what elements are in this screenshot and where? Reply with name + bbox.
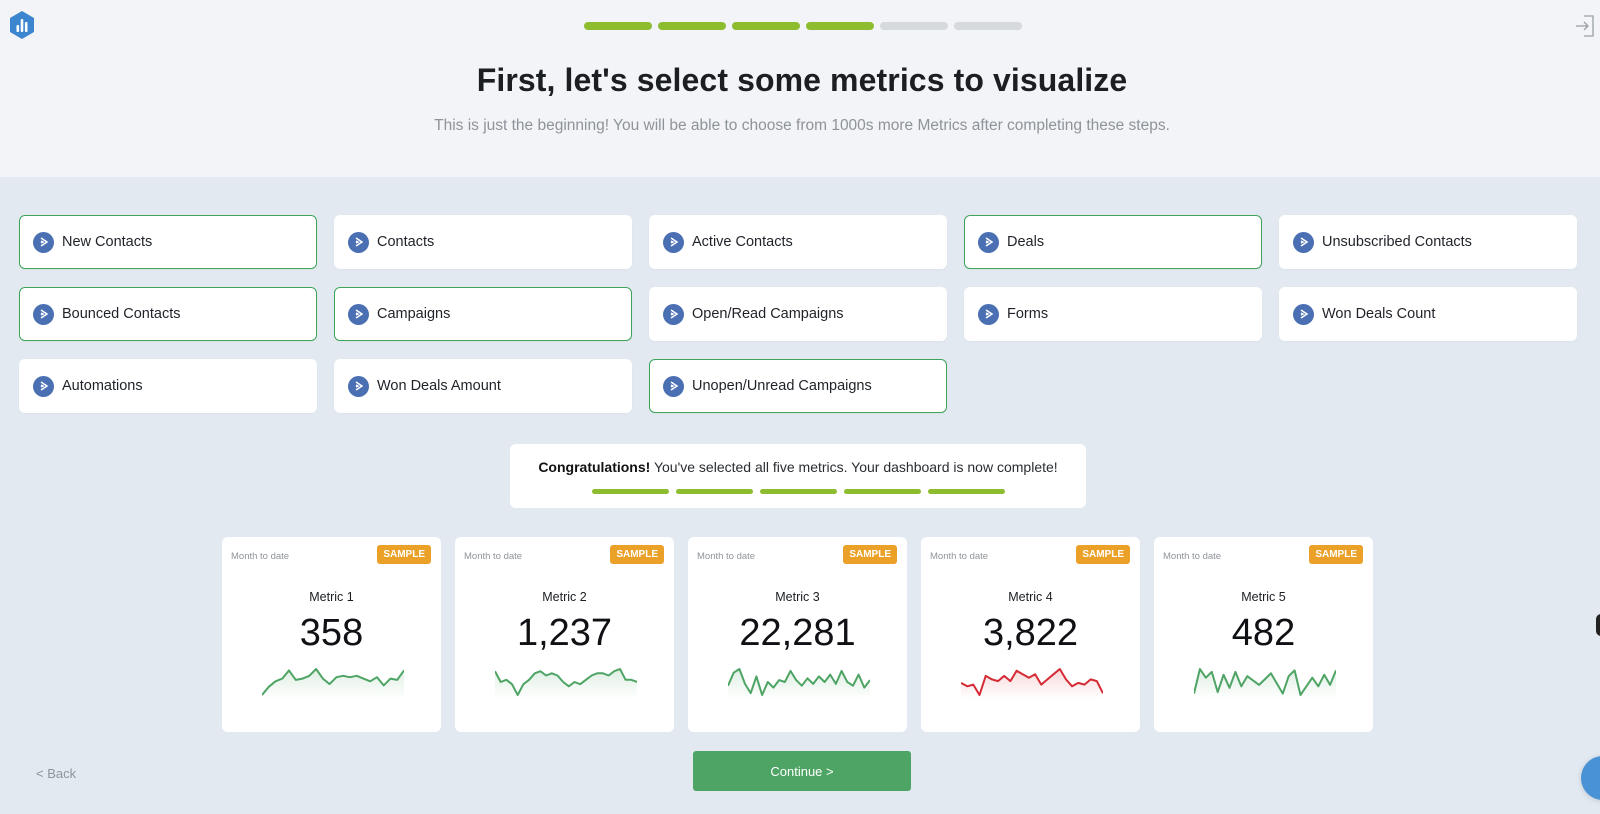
activecampaign-icon	[1293, 303, 1314, 325]
metric-option-label: Active Contacts	[692, 234, 793, 250]
activecampaign-icon	[348, 303, 369, 325]
sample-badge: SAMPLE	[377, 545, 431, 564]
metric-option[interactable]: Unopen/Unread Campaigns	[649, 359, 947, 413]
card-period: Month to date	[1163, 551, 1222, 562]
metric-option-label: Deals	[1007, 234, 1045, 250]
card-metric-value: 358	[299, 612, 364, 654]
chat-widget-button[interactable]	[1581, 756, 1600, 800]
metric-option[interactable]: New Contacts	[19, 215, 317, 269]
selection-step	[927, 489, 1005, 494]
metrics-selection-grid: New Contacts Contacts Active Contacts Deals…	[19, 215, 1577, 413]
activecampaign-icon	[33, 303, 54, 325]
metric-card: Month to date SAMPLE Metric 1 358	[222, 537, 441, 732]
metric-option[interactable]: Unsubscribed Contacts	[1279, 215, 1577, 269]
continue-button[interactable]: Continue >	[693, 751, 911, 791]
metric-option-label: Bounced Contacts	[62, 306, 181, 322]
card-period: Month to date	[231, 551, 290, 562]
sparkline-chart	[262, 668, 404, 699]
progress-step	[806, 22, 874, 30]
card-metric-value: 482	[1231, 612, 1296, 654]
metric-option[interactable]: Contacts	[334, 215, 632, 269]
metric-card: Month to date SAMPLE Metric 2 1,237	[455, 537, 674, 732]
sample-badge: SAMPLE	[1309, 545, 1363, 564]
header: First, let's select some metrics to visu…	[0, 0, 1600, 177]
metric-option-label: Unsubscribed Contacts	[1322, 234, 1472, 250]
progress-step	[954, 22, 1022, 30]
metric-preview-cards: Month to date SAMPLE Metric 1 358 Month to d…	[222, 537, 1373, 732]
back-link[interactable]: < Back	[36, 766, 77, 781]
sparkline-chart	[961, 668, 1103, 699]
selection-progress	[510, 489, 1086, 494]
progress-step	[658, 22, 726, 30]
metric-option[interactable]: Won Deals Count	[1279, 287, 1577, 341]
activecampaign-icon	[348, 231, 369, 253]
sample-badge: SAMPLE	[843, 545, 897, 564]
metric-option[interactable]: Deals	[964, 215, 1262, 269]
activecampaign-icon	[348, 375, 369, 397]
progress-step	[880, 22, 948, 30]
selection-step	[591, 489, 669, 494]
progress-step	[584, 22, 652, 30]
metric-card: Month to date SAMPLE Metric 3 22,281	[688, 537, 907, 732]
page-title: First, let's select some metrics to visu…	[476, 62, 1128, 98]
card-metric-name: Metric 2	[542, 590, 587, 604]
activecampaign-icon	[978, 231, 999, 253]
activecampaign-icon	[33, 231, 54, 253]
congratulations-bold: Congratulations!	[538, 459, 651, 475]
sample-badge: SAMPLE	[610, 545, 664, 564]
activecampaign-icon	[33, 375, 54, 397]
selection-step	[675, 489, 753, 494]
selection-step	[843, 489, 921, 494]
sparkline-chart	[728, 668, 870, 699]
metric-option[interactable]: Won Deals Amount	[334, 359, 632, 413]
card-metric-name: Metric 4	[1008, 590, 1053, 604]
card-period: Month to date	[464, 551, 523, 562]
metric-option-label: New Contacts	[62, 234, 153, 250]
metric-option-label: Open/Read Campaigns	[692, 306, 844, 322]
side-widget-handle[interactable]	[1596, 614, 1600, 636]
metric-option[interactable]: Open/Read Campaigns	[649, 287, 947, 341]
metric-option[interactable]: Campaigns	[334, 287, 632, 341]
metric-option[interactable]: Forms	[964, 287, 1262, 341]
card-metric-value: 1,237	[516, 612, 613, 654]
metric-option-label: Automations	[62, 378, 143, 394]
card-period: Month to date	[697, 551, 756, 562]
activecampaign-icon	[1293, 231, 1314, 253]
metric-option-label: Forms	[1007, 306, 1049, 322]
card-metric-name: Metric 1	[309, 590, 354, 604]
card-metric-name: Metric 3	[775, 590, 820, 604]
metric-option[interactable]: Automations	[19, 359, 317, 413]
metric-option-label: Won Deals Count	[1322, 306, 1436, 322]
sparkline-chart	[495, 668, 637, 699]
page-subtitle: This is just the beginning! You will be …	[434, 117, 1170, 134]
metric-card: Month to date SAMPLE Metric 5 482	[1154, 537, 1373, 732]
progress-step	[732, 22, 800, 30]
card-metric-name: Metric 5	[1241, 590, 1286, 604]
card-metric-value: 3,822	[982, 612, 1079, 654]
databox-logo-icon[interactable]	[8, 10, 36, 40]
metric-option[interactable]: Bounced Contacts	[19, 287, 317, 341]
selection-step	[759, 489, 837, 494]
progress-steps	[584, 22, 1022, 30]
congratulations-message: Congratulations! You've selected all fiv…	[510, 459, 1086, 475]
card-metric-value: 22,281	[739, 612, 856, 654]
metric-option-label: Unopen/Unread Campaigns	[692, 378, 872, 394]
activecampaign-icon	[663, 303, 684, 325]
metric-card: Month to date SAMPLE Metric 4 3,822	[921, 537, 1140, 732]
congratulations-text: You've selected all five metrics. Your d…	[650, 459, 1058, 475]
sparkline-chart	[1194, 668, 1336, 699]
activecampaign-icon	[978, 303, 999, 325]
activecampaign-icon	[663, 375, 684, 397]
sample-badge: SAMPLE	[1076, 545, 1130, 564]
metric-option-label: Campaigns	[377, 306, 451, 322]
congratulations-panel: Congratulations! You've selected all fiv…	[510, 444, 1086, 508]
card-period: Month to date	[930, 551, 989, 562]
activecampaign-icon	[663, 231, 684, 253]
sign-out-icon[interactable]	[1574, 14, 1596, 38]
metric-option-label: Won Deals Amount	[377, 378, 501, 394]
metric-option-label: Contacts	[377, 234, 435, 250]
metric-option[interactable]: Active Contacts	[649, 215, 947, 269]
